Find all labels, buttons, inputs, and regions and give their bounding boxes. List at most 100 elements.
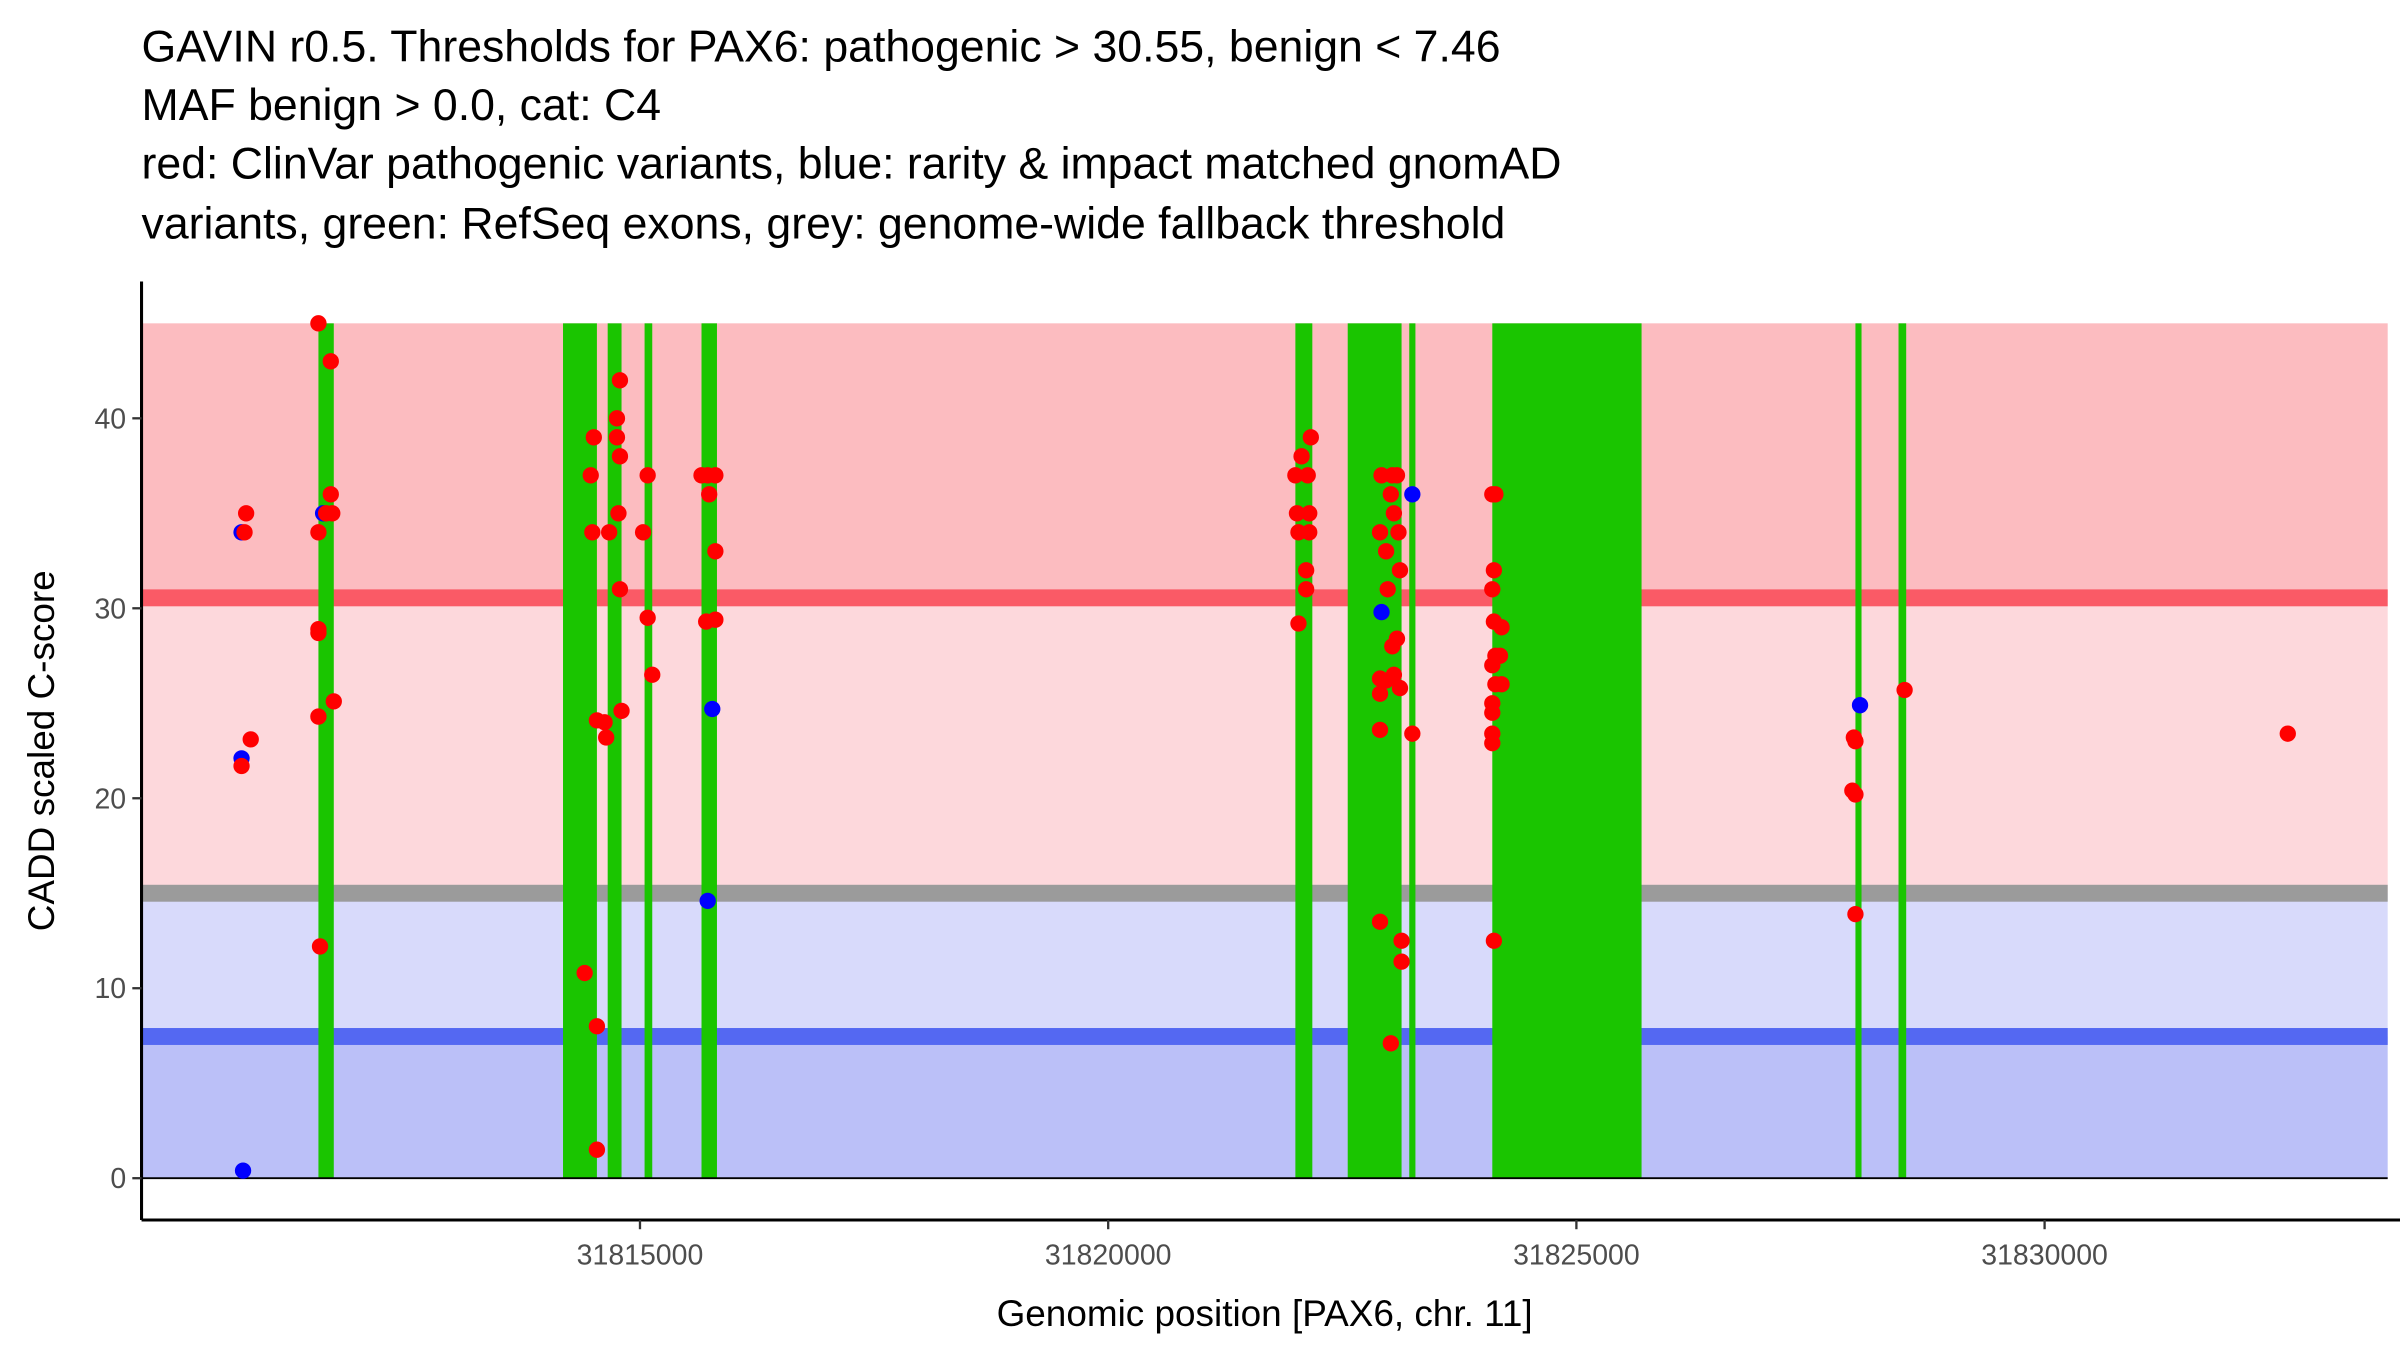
exon-bar bbox=[318, 323, 334, 1179]
clinvar-point bbox=[242, 731, 259, 748]
clinvar-point bbox=[233, 757, 250, 775]
clinvar-point bbox=[1302, 429, 1319, 446]
title-line-3: red: ClinVar pathogenic variants, blue: … bbox=[142, 139, 1562, 188]
title-line-1: GAVIN r0.5. Thresholds for PAX6: pathoge… bbox=[142, 23, 1501, 72]
clinvar-point bbox=[1390, 524, 1407, 541]
data-points bbox=[233, 315, 2296, 1179]
clinvar-point bbox=[608, 429, 626, 446]
clinvar-point bbox=[1393, 953, 1410, 970]
clinvar-point bbox=[310, 524, 327, 541]
clinvar-point bbox=[1485, 932, 1503, 949]
fallback-benign-zone bbox=[141, 893, 2388, 1037]
clinvar-point bbox=[611, 372, 629, 389]
clinvar-point bbox=[1493, 676, 1510, 693]
y-tick-label: 30 bbox=[94, 593, 126, 625]
gnomad-point bbox=[234, 1162, 252, 1179]
clinvar-point bbox=[1484, 735, 1501, 752]
clinvar-point bbox=[1493, 619, 1510, 636]
clinvar-point bbox=[1385, 666, 1403, 683]
clinvar-point bbox=[1484, 581, 1501, 598]
clinvar-point bbox=[707, 611, 724, 628]
clinvar-point bbox=[1485, 562, 1503, 579]
exon-bar bbox=[644, 323, 653, 1179]
genome-wide-threshold-line bbox=[141, 884, 2388, 902]
chart-title: GAVIN r0.5. Thresholds for PAX6: pathoge… bbox=[142, 23, 1562, 249]
clinvar-point bbox=[310, 624, 327, 642]
clinvar-point bbox=[584, 524, 601, 541]
clinvar-point bbox=[1404, 725, 1421, 742]
clinvar-point bbox=[1290, 615, 1307, 632]
exon-bar bbox=[1855, 323, 1862, 1179]
gnomad-point bbox=[1851, 697, 1869, 714]
axes: 0 10 20 30 40 31815000 31820000 31825000 3183000… bbox=[94, 281, 2400, 1272]
exon-bar bbox=[1492, 323, 1642, 1179]
clinvar-point bbox=[1287, 467, 1304, 484]
clinvar-point bbox=[611, 581, 629, 598]
clinvar-point bbox=[1484, 704, 1501, 721]
clinvar-point bbox=[585, 429, 602, 446]
y-tick-label: 10 bbox=[94, 973, 126, 1005]
clinvar-point bbox=[2279, 725, 2296, 742]
exon-bar bbox=[563, 323, 597, 1179]
clinvar-point bbox=[1385, 505, 1403, 522]
clinvar-point bbox=[317, 505, 335, 522]
clinvar-point bbox=[1382, 486, 1399, 503]
clinvar-point bbox=[588, 1018, 606, 1035]
clinvar-point bbox=[1896, 681, 1913, 699]
clinvar-point bbox=[1487, 486, 1504, 503]
clinvar-point bbox=[322, 486, 339, 503]
y-axis-label: CADD scaled C-score bbox=[21, 570, 62, 931]
clinvar-point bbox=[1391, 679, 1409, 697]
fallback-pathogenic-zone bbox=[141, 597, 2388, 894]
y-tick-label: 20 bbox=[94, 783, 126, 815]
clinvar-point bbox=[598, 729, 615, 746]
x-tick-label: 31825000 bbox=[1513, 1240, 1640, 1272]
y-tick-label: 0 bbox=[110, 1163, 126, 1195]
clinvar-point bbox=[1371, 685, 1389, 702]
gnomad-point bbox=[704, 700, 721, 718]
gnomad-point bbox=[1373, 603, 1390, 621]
clinvar-point bbox=[1371, 913, 1389, 930]
clinvar-point bbox=[311, 938, 329, 955]
pathogenic-threshold-line bbox=[141, 589, 2388, 607]
clinvar-point bbox=[576, 964, 593, 982]
y-tick-label: 40 bbox=[94, 403, 126, 435]
clinvar-point bbox=[588, 1141, 606, 1158]
clinvar-point bbox=[1288, 505, 1306, 522]
clinvar-point bbox=[1301, 505, 1318, 522]
clinvar-point bbox=[639, 609, 656, 626]
clinvar-point bbox=[1379, 581, 1396, 598]
clinvar-point bbox=[1384, 638, 1401, 655]
clinvar-point bbox=[634, 524, 652, 541]
benign-zone bbox=[141, 1036, 2388, 1179]
pathogenic-zone bbox=[141, 323, 2388, 598]
benign-threshold-line bbox=[141, 1028, 2388, 1045]
clinvar-point bbox=[707, 543, 724, 560]
clinvar-point bbox=[236, 524, 253, 541]
clinvar-point bbox=[1297, 581, 1315, 598]
title-line-2: MAF benign > 0.0, cat: C4 bbox=[142, 81, 661, 130]
title-line-4: variants, green: RefSeq exons, grey: gen… bbox=[142, 199, 1506, 248]
clinvar-point bbox=[1393, 932, 1410, 949]
clinvar-point bbox=[707, 467, 724, 484]
clinvar-point bbox=[1391, 562, 1409, 579]
clinvar-point bbox=[613, 702, 630, 720]
x-tick-label: 31830000 bbox=[1981, 1240, 2108, 1272]
clinvar-point bbox=[701, 486, 718, 503]
x-axis-label: Genomic position [PAX6, chr. 11] bbox=[997, 1293, 1533, 1334]
clinvar-point bbox=[596, 714, 613, 731]
gnomad-point bbox=[1404, 486, 1421, 503]
clinvar-point bbox=[610, 505, 627, 522]
x-tick-label: 31815000 bbox=[577, 1240, 704, 1272]
clinvar-point bbox=[644, 666, 661, 683]
clinvar-point bbox=[1371, 721, 1389, 739]
clinvar-point bbox=[1301, 524, 1318, 541]
exon-bar bbox=[701, 323, 717, 1179]
threshold-bands bbox=[141, 323, 2388, 1179]
x-tick-label: 31820000 bbox=[1045, 1240, 1172, 1272]
exon-bar bbox=[1409, 323, 1416, 1179]
clinvar-point bbox=[1847, 733, 1864, 750]
clinvar-point bbox=[1484, 657, 1501, 674]
clinvar-point bbox=[611, 448, 629, 465]
